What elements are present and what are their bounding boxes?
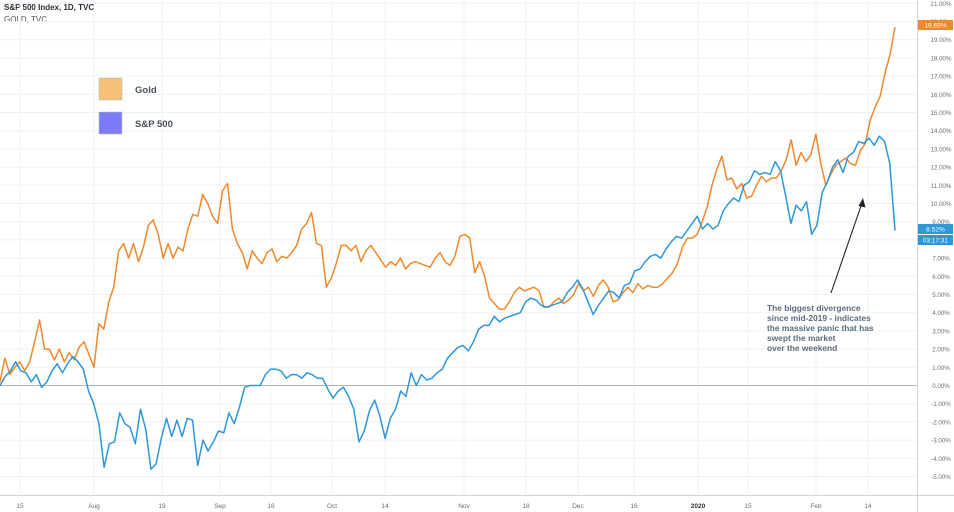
x-tick-label: Nov [458,503,470,510]
price-badges: 19.69% 8.52% 03:17:31 [918,20,953,245]
y-tick-label: -4.00% [931,456,951,463]
annotation-text-line: since mid-2019 - indicates [767,313,871,323]
y-tick-label: 13.00% [931,146,952,153]
y-tick-label: 19.00% [931,37,952,44]
x-tick-label: 19 [158,503,166,510]
y-tick-label: 12.00% [931,165,952,172]
arrow-head-icon [858,198,866,208]
series-layer [0,26,896,470]
annotation-arrow[interactable] [830,202,863,294]
x-tick-label: Feb [810,503,822,510]
y-tick-label: 16.00% [931,92,952,99]
y-tick-label: 9.00% [932,219,950,226]
x-tick-label: 16 [267,503,275,510]
gold-last-value-badge [918,20,953,30]
legend-swatch-sp500 [98,111,123,135]
annotation-text-line: The biggest divergence [767,303,861,313]
y-tick-label: 1.00% [932,365,950,372]
legend-swatch-gold [98,77,123,101]
annotation-text-line: swept the market [767,333,836,343]
y-tick-label: 4.00% [932,310,950,317]
time-scale[interactable]: 15 Aug 19 Sep 16 Oct 14 Nov 18 Dec 16 2020 15 Feb 14 [16,503,872,510]
y-tick-label: 15.00% [931,110,952,117]
annotation-text-line: over the weekend [767,343,837,353]
bar-countdown-text: 03:17:31 [923,238,948,245]
y-tick-label: 0.00% [932,383,950,390]
bar-countdown-badge [918,235,953,245]
y-tick-label: 7.00% [932,256,950,263]
legend-label-gold: Gold [135,85,157,96]
y-tick-label: 21.00% [931,1,952,8]
symbol-title: S&P 500 Index, 1D, TVC [4,3,95,12]
x-tick-label: 15 [16,503,24,510]
y-tick-label: 5.00% [932,292,950,299]
y-tick-label: 2.00% [932,347,950,354]
sp500-last-value-text: 8.52% [926,227,945,234]
annotation-text-line: the massive panic that has [767,323,874,333]
x-tick-label: 16 [630,503,638,510]
x-tick-label: 18 [522,503,530,510]
x-tick-label: Oct [327,503,337,510]
y-tick-label: 11.00% [931,183,952,190]
grid [0,0,917,495]
x-tick-label: Aug [88,503,100,510]
y-tick-label: 14.00% [931,128,952,135]
compare-symbol-title: GOLD, TVC [4,15,47,24]
x-tick-label: 14 [381,503,389,510]
y-tick-label: 6.00% [932,274,950,281]
sp500-series-line[interactable] [0,135,896,470]
gold-series-line[interactable] [0,26,896,383]
sp500-last-value-badge [918,224,953,234]
y-tick-label: 3.00% [932,328,950,335]
y-tick-label: -2.00% [931,419,951,426]
x-tick-label: Sep [214,503,226,510]
legend: Gold S&P 500 [98,77,173,135]
y-tick-label: 18.00% [931,55,952,62]
x-tick-label: Dec [572,503,584,510]
y-tick-label: -3.00% [931,438,951,445]
y-tick-label: 10.00% [931,201,952,208]
y-tick-label: 17.00% [931,74,952,81]
annotation[interactable]: The biggest divergence since mid-2019 - … [767,198,874,353]
x-tick-label: 14 [864,503,872,510]
price-scale[interactable]: -5.00% -4.00% -3.00% -2.00% -1.00% 0.00% 1.00%… [931,1,952,481]
legend-label-sp500: S&P 500 [135,119,173,130]
gold-last-value-text: 19.69% [924,23,947,30]
x-tick-label: 15 [744,503,752,510]
x-tick-label: 2020 [691,503,706,510]
y-tick-label: -5.00% [931,474,951,481]
y-tick-label: -1.00% [931,401,951,408]
